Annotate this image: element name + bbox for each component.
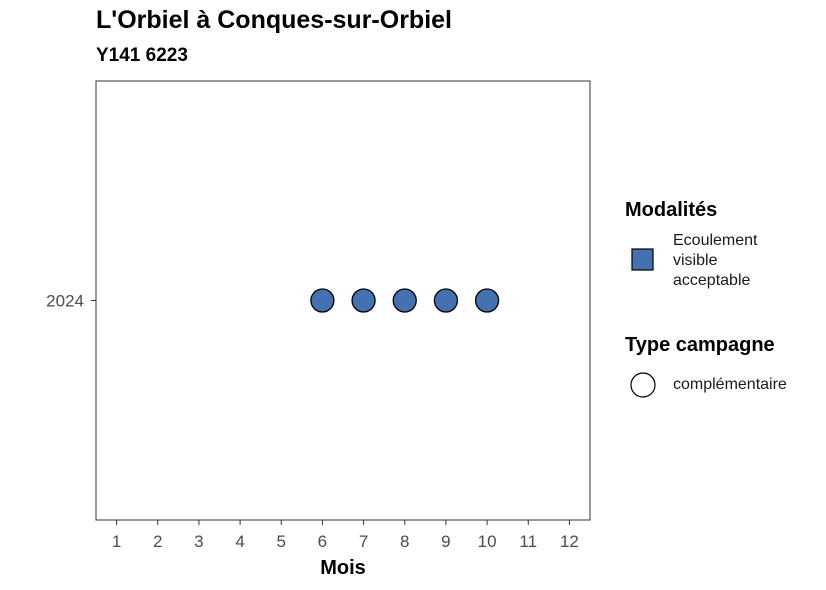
legend-modalites-title: Modalités: [625, 199, 718, 221]
y-tick-label: 2024: [46, 292, 84, 311]
chart-subtitle: Y141 6223: [96, 45, 188, 66]
x-tick-label: 6: [318, 532, 327, 551]
legend-modalite-label: Ecoulement visible acceptable: [673, 232, 758, 289]
x-tick-label: 3: [194, 532, 203, 551]
legend-square-icon: [631, 248, 654, 271]
y-axis: 2024: [46, 292, 96, 311]
x-tick-label: 10: [478, 532, 497, 551]
x-tick-label: 9: [441, 532, 450, 551]
x-tick-label: 5: [277, 532, 286, 551]
data-point: [351, 288, 376, 313]
x-tick-label: 2: [153, 532, 162, 551]
x-tick-label: 4: [235, 532, 244, 551]
x-tick-label: 11: [519, 532, 537, 551]
x-tick-label: 8: [400, 532, 409, 551]
x-tick-label: 12: [560, 532, 579, 551]
legend-campagne-label: complémentaire: [673, 376, 787, 393]
data-point: [310, 288, 335, 313]
plot-panel: [95, 80, 591, 521]
data-points: [310, 288, 500, 313]
x-tick-label: 7: [359, 532, 368, 551]
legend-circle-icon: [630, 372, 656, 398]
x-axis: 1 2 3 4 5 6 7 8 9 10 11 12: [112, 520, 579, 551]
data-point: [474, 288, 500, 313]
chart-title: L'Orbiel à Conques-sur-Orbiel: [96, 6, 452, 34]
data-point: [392, 288, 417, 313]
legend-campagne-title: Type campagne: [625, 334, 775, 356]
x-tick-label: 1: [112, 532, 121, 551]
x-axis-label: Mois: [320, 557, 366, 579]
data-point: [433, 288, 459, 313]
